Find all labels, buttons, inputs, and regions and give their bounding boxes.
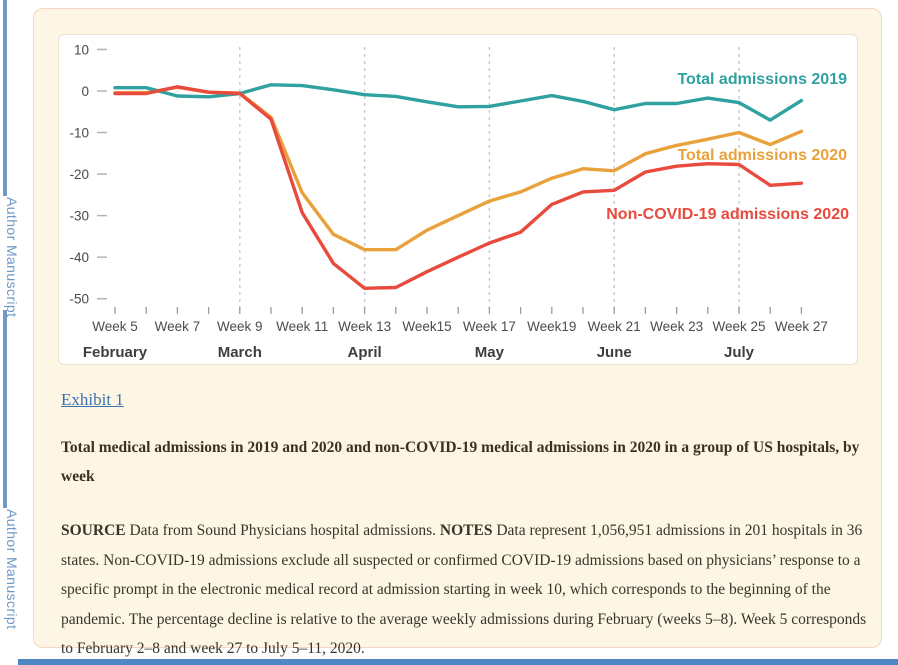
rail-line-segment	[3, 0, 7, 196]
y-axis-tick-label: 10	[74, 42, 89, 57]
y-axis-tick-label: -10	[69, 126, 89, 141]
x-axis-week-label: Week 27	[775, 319, 828, 334]
exhibit-link[interactable]: Exhibit 1	[61, 390, 124, 409]
x-axis-week-label: Week15	[402, 319, 451, 334]
series-line	[113, 83, 804, 122]
x-axis-week-label: Week 7	[155, 319, 201, 334]
y-axis-tick-label: -20	[69, 167, 89, 182]
notes-bold-label: SOURCE	[61, 522, 126, 539]
bottom-separator-bar	[18, 659, 898, 665]
notes-text: Data from Sound Physicians hospital admi…	[125, 522, 440, 539]
x-axis-month-label: March	[218, 344, 262, 361]
x-axis-week-label: Week 13	[338, 319, 391, 334]
y-axis-tick-label: 0	[81, 84, 89, 99]
x-axis-week-label: Week19	[527, 319, 576, 334]
y-axis-tick-label: -30	[69, 209, 89, 224]
x-axis-month-label: April	[348, 344, 382, 361]
figure-panel: 10 0 -10 -20 -30 -40 -50 Week 5 Week 7 Week 9 Week…	[33, 8, 882, 657]
x-axis-week-label: Week 23	[650, 319, 703, 334]
series-label: Total admissions 2020	[677, 147, 847, 164]
figure-source-notes: SOURCE Data from Sound Physicians hospit…	[61, 516, 867, 664]
series-line	[113, 85, 804, 291]
author-manuscript-rail: Author Manuscript Author Manuscript	[0, 0, 22, 665]
x-axis-month-label: February	[83, 344, 148, 361]
rail-line-segment	[3, 310, 7, 508]
author-manuscript-watermark: Author Manuscript	[4, 197, 20, 318]
notes-text: Data represent 1,056,951 admissions in 2…	[61, 522, 867, 657]
x-axis-week-label: Week 21	[588, 319, 641, 334]
x-axis-week-label: Week 5	[92, 319, 138, 334]
series-label: Non-COVID-19 admissions 2020	[606, 206, 849, 223]
author-manuscript-watermark: Author Manuscript	[4, 509, 20, 630]
notes-bold-label: NOTES	[439, 522, 493, 539]
x-axis-week-label: Week 9	[217, 319, 263, 334]
x-axis-month-label: May	[475, 344, 505, 361]
x-axis-month-label: July	[724, 344, 755, 361]
x-axis-month-label: June	[597, 344, 632, 361]
y-axis-tick-label: -40	[69, 250, 89, 265]
y-axis-tick-label: -50	[69, 292, 89, 307]
series-label: Total admissions 2019	[677, 71, 847, 88]
x-axis-week-label: Week 25	[712, 319, 765, 334]
figure-title: Total medical admissions in 2019 and 202…	[61, 439, 860, 485]
series-line	[113, 85, 804, 252]
x-axis-week-label: Week 11	[276, 319, 328, 334]
figure-caption: Exhibit 1 Total medical admissions in 20…	[61, 390, 867, 664]
admissions-chart: 10 0 -10 -20 -30 -40 -50 Week 5 Week 7 Week 9 Week…	[58, 34, 858, 365]
x-axis-week-label: Week 17	[463, 319, 516, 334]
